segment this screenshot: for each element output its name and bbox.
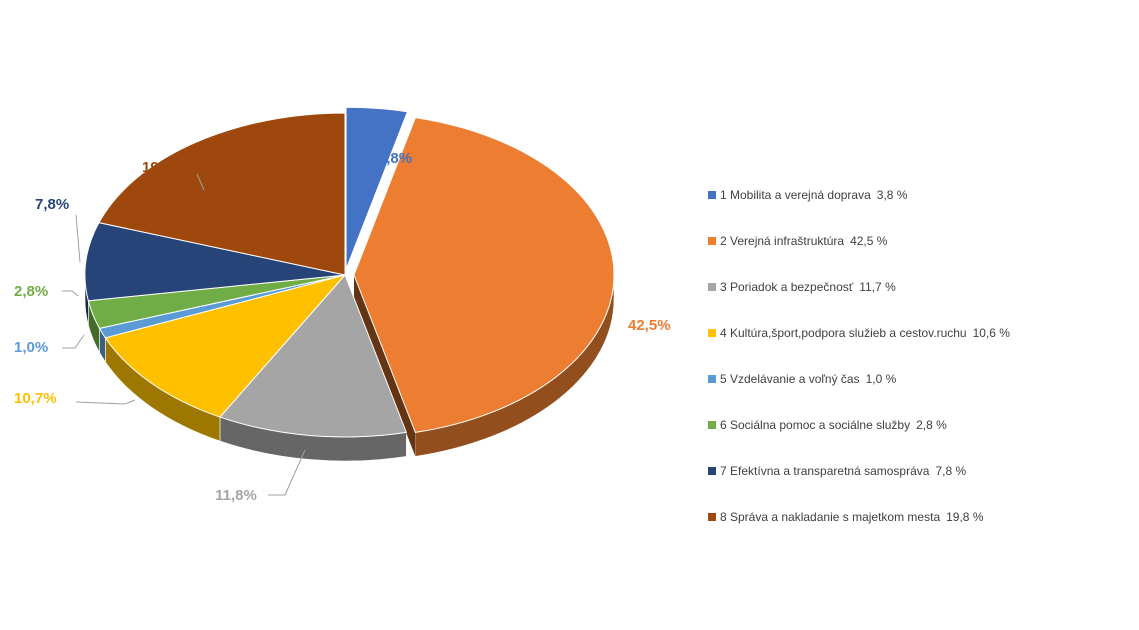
legend-item: 1 Mobilita a verejná doprava 3,8 %	[708, 186, 1128, 232]
pie-sides	[84, 274, 615, 462]
legend-value: 19,8 %	[946, 510, 984, 524]
pie-slice-7	[84, 222, 346, 302]
legend-item: 3 Poriadok a bezpečnosť 11,7 %	[708, 278, 1128, 324]
data-label-3: 11,8%	[215, 487, 257, 504]
pie-slice-3	[219, 274, 408, 438]
legend-value: 1,0 %	[865, 372, 897, 386]
legend-item: 2 Verejná infraštruktúra 42,5 %	[708, 232, 1128, 278]
legend-swatch	[708, 513, 716, 521]
legend-swatch	[708, 237, 716, 245]
leader-line-3	[268, 449, 306, 496]
data-labels: 3,8% 42,5% 11,8% 10,7% 1,0% 2,8% 7,8% 19,8%	[14, 150, 671, 504]
legend-label: 2 Verejná infraštruktúra	[720, 234, 845, 248]
legend-swatch	[708, 191, 716, 199]
data-label-8: 19,8%	[142, 159, 185, 176]
pie-slice-8	[98, 112, 346, 276]
pie-slice-1	[345, 106, 409, 270]
legend-item: 4 Kultúra,šport,podpora služieb a cestov…	[708, 324, 1128, 370]
legend-value: 7,8 %	[935, 464, 967, 478]
legend-item: 7 Efektívna a transparetná samospráva 7,8…	[708, 462, 1128, 508]
legend-swatch	[708, 421, 716, 429]
leader-line-4	[75, 399, 136, 405]
legend-value: 2,8 %	[916, 418, 947, 432]
data-label-5: 1,0%	[14, 339, 48, 356]
legend-item: 5 Vzdelávanie a voľný čas 1,0 %	[708, 370, 1128, 416]
legend-swatch	[708, 329, 716, 337]
legend-swatch	[708, 375, 716, 383]
pie-wall-2	[354, 275, 416, 457]
data-label-6: 2,8%	[14, 283, 48, 300]
legend-value: 10,6 %	[972, 326, 1010, 340]
leader-line-5	[62, 334, 85, 349]
legend-value: 3,8 %	[876, 188, 908, 202]
data-label-4: 10,7%	[14, 390, 57, 407]
legend-label: 4 Kultúra,šport,podpora služieb a cestov…	[720, 326, 967, 340]
legend-value: 11,7 %	[859, 280, 896, 294]
pie-slice-2	[353, 117, 615, 433]
leader-line-6	[62, 290, 79, 297]
legend-label: 3 Poriadok a bezpečnosť	[720, 280, 854, 294]
legend-swatch	[708, 467, 716, 475]
legend-label: 7 Efektívna a transparetná samospráva	[720, 464, 930, 478]
pie-slice-4	[104, 274, 347, 418]
legend-value: 42,5 %	[850, 234, 888, 248]
leader-line-7	[75, 214, 81, 263]
data-label-7: 7,8%	[35, 196, 69, 213]
legend-label: 1 Mobilita a verejná doprava	[720, 188, 871, 202]
legend: 1 Mobilita a verejná doprava 3,8 % 2 Vere…	[708, 186, 1128, 554]
leader-line-8	[196, 173, 205, 191]
legend-label: 6 Sociálna pomoc a sociálne služby	[720, 418, 911, 432]
pie-slices	[84, 106, 615, 438]
legend-item: 8 Správa a nakladanie s majetkom mesta 19…	[708, 508, 1128, 554]
legend-label: 5 Vzdelávanie a voľný čas	[720, 372, 860, 386]
legend-swatch	[708, 283, 716, 291]
legend-item: 6 Sociálna pomoc a sociálne služby 2,8 %	[708, 416, 1128, 462]
data-label-2: 42,5%	[628, 317, 671, 334]
data-label-1: 3,8%	[378, 150, 412, 167]
legend-label: 8 Správa a nakladanie s majetkom mesta	[720, 510, 941, 524]
